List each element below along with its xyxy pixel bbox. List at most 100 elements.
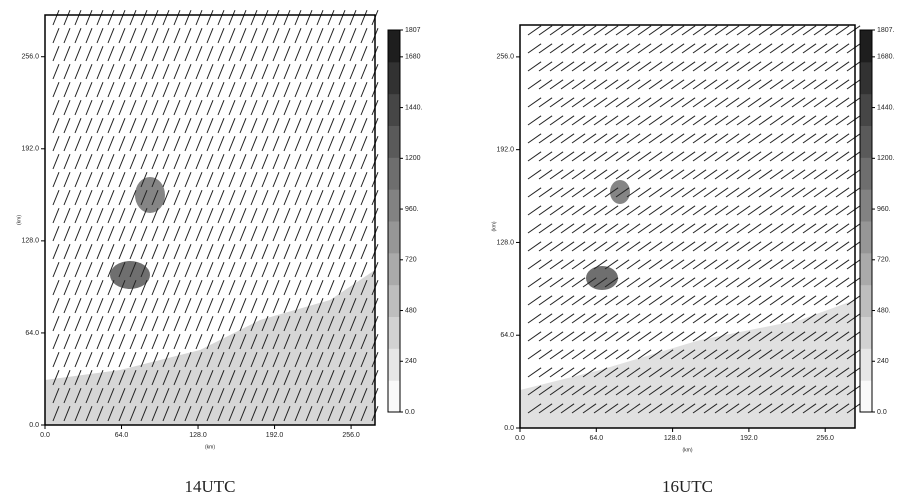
wind-vector [63,117,71,134]
wind-vector [758,241,773,252]
wind-vector [294,9,302,26]
wind-vector [184,243,192,260]
wind-vector [228,45,236,62]
wind-vector [560,313,575,324]
wind-vector [338,135,346,152]
wind-vector [813,295,828,306]
wind-vector [571,43,586,54]
wind-vector [217,207,225,224]
wind-vector [349,171,357,188]
terrain-left [45,177,375,425]
wind-vector [615,403,630,414]
wind-vector [604,295,619,306]
wind-vector [593,79,608,90]
wind-vector [582,115,597,126]
wind-vector [615,331,630,342]
wind-vector [769,259,784,270]
wind-vector [824,169,839,180]
wind-vector [670,151,685,162]
wind-vector [681,385,696,396]
wind-vector [802,403,817,414]
wind-vector [780,115,795,126]
wind-vector [140,369,148,386]
wind-vector [670,223,685,234]
wind-vector [349,117,357,134]
wind-vector [129,333,137,350]
wind-vector [681,295,696,306]
wind-vector [228,27,236,44]
wind-vector [692,25,707,36]
wind-vector [151,99,159,116]
wind-vector [118,243,126,260]
wind-vector [527,43,542,54]
wind-vector [118,315,126,332]
wind-vector [349,387,357,404]
wind-vector [63,279,71,296]
wind-vector [283,45,291,62]
wind-vector [736,97,751,108]
wind-vector [582,43,597,54]
wind-vector [107,225,115,242]
wind-vector [824,151,839,162]
wind-vector [217,81,225,98]
wind-vector [74,81,82,98]
wind-vector [813,259,828,270]
wind-vector [571,79,586,90]
wind-vector [692,313,707,324]
wind-vector [747,151,762,162]
wind-vector [316,99,324,116]
wind-vector [769,223,784,234]
wind-vector [327,315,335,332]
wind-vector [107,297,115,314]
wind-vector [52,117,60,134]
wind-vector [316,315,324,332]
wind-vector [780,259,795,270]
wind-vector [217,171,225,188]
wind-vector [846,25,861,36]
wind-vector [349,135,357,152]
wind-vector [780,403,795,414]
wind-vector [758,79,773,90]
wind-vector [261,189,269,206]
wind-vector [349,225,357,242]
wind-vector [305,369,313,386]
wind-vector [681,367,696,378]
wind-vector [538,25,553,36]
wind-vector [736,331,751,342]
wind-vector [703,277,718,288]
wind-vector [780,385,795,396]
wind-vector [107,189,115,206]
wind-vector [305,9,313,26]
wind-vector [670,79,685,90]
wind-vector [338,117,346,134]
wind-vector [316,297,324,314]
wind-vector [571,133,586,144]
wind-vector [714,367,729,378]
wind-vector [769,277,784,288]
wind-vector [615,241,630,252]
wind-vector [140,315,148,332]
wind-vector [791,367,806,378]
wind-vector [327,135,335,152]
wind-vector [648,403,663,414]
wind-vector [725,331,740,342]
wind-vector [813,367,828,378]
wind-vector [560,169,575,180]
wind-vector [670,331,685,342]
wind-vector [228,225,236,242]
wind-vector [802,331,817,342]
wind-vector [637,223,652,234]
wind-vector [151,81,159,98]
wind-vector [758,313,773,324]
wind-vector [206,81,214,98]
colorbar-frame [859,29,873,413]
wind-vector [659,79,674,90]
terrain-peak [610,180,630,204]
wind-vector [206,351,214,368]
wind-vector [338,189,346,206]
wind-vector [747,367,762,378]
wind-vector [96,279,104,296]
wind-vector [294,135,302,152]
wind-vector [659,97,674,108]
wind-vector [96,261,104,278]
